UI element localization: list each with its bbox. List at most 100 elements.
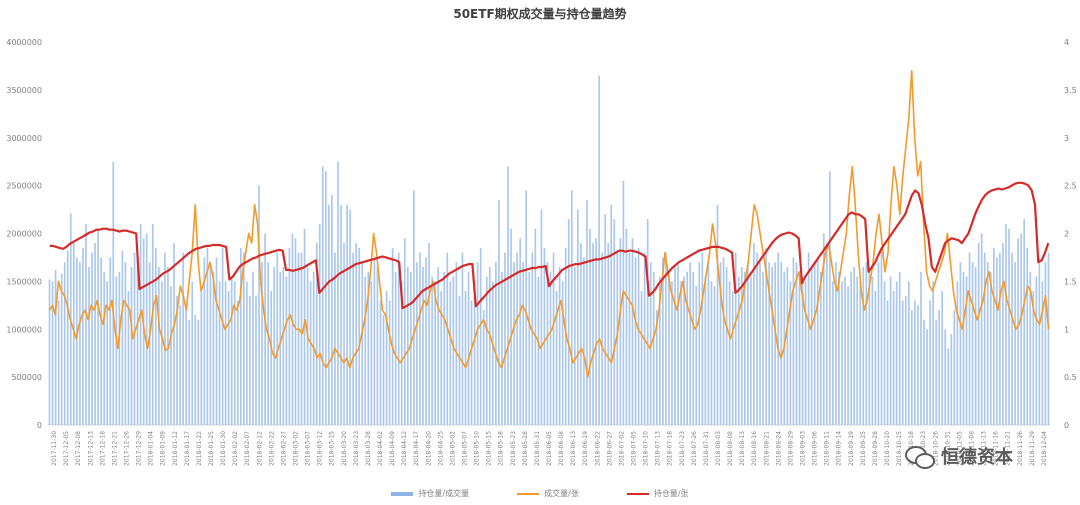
- bar: [1029, 271, 1032, 425]
- watermark: 恒德资本: [905, 443, 1013, 469]
- bar: [485, 276, 488, 425]
- bar: [528, 271, 531, 425]
- x-tick-label: 2018-07-23: [679, 431, 686, 466]
- bar: [124, 262, 127, 425]
- bar: [920, 271, 922, 425]
- x-tick-label: 2018-09-06: [812, 431, 819, 466]
- x-tick-label: 2018-03-07: [305, 431, 312, 466]
- bar: [637, 247, 640, 425]
- x-tick-label: 2018-03-23: [353, 431, 360, 466]
- bar: [655, 310, 658, 425]
- bar: [838, 271, 840, 425]
- right-tick-label: 1.5: [1064, 277, 1077, 286]
- bar: [334, 252, 336, 425]
- left-tick-label: 3500000: [6, 86, 42, 95]
- bar: [816, 257, 819, 425]
- x-tick-label: 2018-04-20: [425, 431, 432, 466]
- bar: [200, 290, 203, 425]
- x-tick-label: 2018-03-12: [317, 431, 324, 466]
- bar: [164, 252, 166, 425]
- bar: [573, 267, 576, 425]
- x-tick-label: 2018-09-03: [800, 431, 807, 466]
- bar: [601, 252, 603, 425]
- bar: [151, 223, 154, 425]
- bar: [977, 243, 980, 425]
- bar: [157, 267, 160, 425]
- bar: [674, 267, 676, 425]
- bar: [886, 300, 889, 425]
- bar: [328, 204, 330, 425]
- x-tick-label: 2018-05-31: [534, 431, 541, 466]
- x-tick-label: 2018-08-16: [751, 431, 758, 466]
- bar: [258, 185, 260, 425]
- chart-legend: 持仓量/成交量 成交量/张 持仓量/张: [0, 488, 1080, 499]
- bar: [804, 281, 807, 425]
- bar: [185, 305, 187, 425]
- bar: [239, 247, 242, 425]
- bar: [1011, 252, 1013, 425]
- bar: [191, 281, 194, 425]
- bar: [367, 271, 370, 425]
- bar: [689, 262, 692, 425]
- x-tick-label: 2017-12-26: [124, 431, 131, 466]
- bar: [279, 271, 282, 425]
- x-tick-label: 2017-12-13: [87, 431, 94, 466]
- right-tick-label: 3: [1064, 134, 1069, 143]
- left-tick-label: 1000000: [6, 325, 42, 334]
- bar: [410, 271, 412, 425]
- bar: [1035, 276, 1038, 425]
- bar: [130, 267, 133, 425]
- bar: [989, 271, 992, 425]
- bar: [1008, 228, 1010, 425]
- x-tick-label: 2018-08-03: [715, 431, 722, 466]
- x-tick-label: 2018-07-31: [703, 431, 710, 466]
- bar: [853, 267, 855, 425]
- bar: [950, 334, 953, 425]
- left-tick-label: 3000000: [6, 134, 42, 143]
- bar: [236, 300, 239, 425]
- bar: [810, 267, 813, 425]
- bar: [446, 252, 449, 425]
- x-tick-label: 2017-11-30: [51, 431, 58, 466]
- bar: [455, 262, 458, 425]
- bar: [658, 276, 661, 425]
- bar: [1032, 290, 1035, 425]
- bar: [586, 199, 588, 425]
- x-tick-label: 2018-04-17: [413, 431, 420, 466]
- x-tick-label: 2018-11-16: [993, 431, 1000, 466]
- bar: [868, 271, 871, 425]
- x-tick-label: 2018-09-28: [872, 431, 879, 466]
- bar: [625, 228, 628, 425]
- bar: [510, 228, 512, 425]
- bar: [859, 281, 862, 425]
- bar: [504, 252, 506, 425]
- bar: [856, 276, 859, 425]
- x-tick-label: 2018-01-17: [184, 431, 191, 466]
- bar: [403, 238, 406, 425]
- right-tick-label: 4: [1064, 38, 1069, 47]
- x-tick-label: 2018-06-13: [570, 431, 577, 466]
- bar: [692, 271, 695, 425]
- bar: [646, 219, 649, 425]
- bar: [580, 243, 582, 425]
- bar: [665, 252, 667, 425]
- bar: [668, 271, 670, 425]
- bar: [725, 267, 728, 425]
- bar: [737, 276, 740, 425]
- legend-label-bars: 持仓量/成交量: [418, 489, 470, 498]
- bar: [844, 276, 846, 425]
- bar: [100, 257, 102, 425]
- x-tick-label: 2018-08-21: [763, 431, 770, 466]
- bar: [379, 300, 382, 425]
- bar: [103, 271, 106, 425]
- bar: [197, 319, 200, 425]
- bar: [795, 262, 798, 425]
- x-tick-label: 2018-11-26: [1017, 431, 1024, 466]
- x-tick-label: 2018-02-22: [268, 431, 275, 466]
- bar: [744, 271, 746, 425]
- bar: [944, 329, 947, 425]
- bar: [467, 271, 470, 425]
- bar: [343, 243, 345, 425]
- bar: [385, 290, 388, 425]
- bar: [822, 233, 825, 425]
